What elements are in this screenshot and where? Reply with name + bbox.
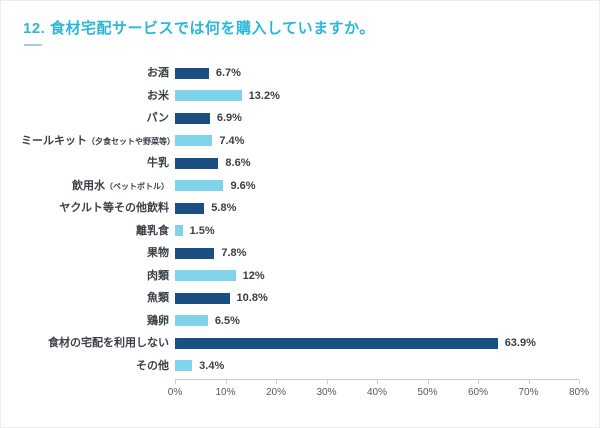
bar-track: 63.9% (175, 332, 579, 355)
bar (175, 247, 215, 259)
tick-mark (377, 380, 378, 384)
category-label: ヤクルト等その他飲料 (59, 202, 169, 215)
bar (175, 337, 498, 349)
value-label: 12% (242, 269, 265, 282)
value-label: 3.4% (199, 359, 225, 372)
category-label: ミールキット（夕食セットや野菜等） (21, 134, 175, 147)
bar-track: 7.4% (175, 130, 579, 153)
bar-row: 牛乳 8.6% (21, 152, 579, 175)
x-axis-container: 0% 10% 20% 30% 40% 50% 60% 70% 80% (21, 379, 589, 402)
bar-row: 飲用水（ペットボトル） 9.6% (21, 175, 579, 198)
bar (175, 90, 242, 102)
axis-spacer (21, 379, 175, 402)
value-label: 6.9% (216, 112, 242, 125)
bar-row: ミールキット（夕食セットや野菜等） 7.4% (21, 130, 579, 153)
chart-title: 12. 食材宅配サービスでは何を購入していますか。 (23, 20, 375, 37)
category-label: 食材の宅配を利用しない (48, 337, 169, 350)
bar-track: 9.6% (175, 175, 579, 198)
bar-row: その他 3.4% (21, 355, 579, 378)
bar-track: 3.4% (175, 355, 579, 378)
category-label: 牛乳 (147, 157, 169, 170)
bar (175, 157, 219, 169)
bar-row: 離乳食 1.5% (21, 220, 579, 243)
bar (175, 67, 209, 79)
bar (175, 225, 183, 237)
value-label: 7.4% (219, 134, 245, 147)
tick-mark (528, 380, 530, 384)
x-axis: 0% 10% 20% 30% 40% 50% 60% 70% 80% (168, 379, 589, 402)
tick-label: 70% (518, 387, 539, 398)
bar-row: 肉類 12% (21, 265, 579, 288)
bar-row: 鶏卵 6.5% (21, 310, 579, 333)
bar (175, 292, 230, 304)
category-label: 離乳食 (136, 224, 169, 237)
category-label: パン (146, 112, 169, 125)
category-label: その他 (136, 359, 169, 372)
bar (175, 315, 208, 327)
tick-mark (175, 380, 176, 384)
category-label: 鶏卵 (147, 314, 169, 327)
bar-track: 13.2% (175, 85, 579, 108)
tick-mark (276, 380, 277, 384)
tick-mark (427, 380, 429, 384)
tick-label: 30% (316, 387, 337, 398)
tick-mark (326, 380, 328, 384)
bar-track: 5.8% (175, 197, 579, 220)
bar (175, 135, 213, 147)
bar-track: 12% (175, 265, 579, 288)
category-label: 果物 (147, 247, 169, 260)
bar (175, 180, 224, 192)
tick-label: 80% (568, 387, 590, 398)
value-label: 5.8% (211, 202, 237, 215)
value-label: 6.7% (215, 67, 241, 80)
value-label: 8.6% (225, 157, 251, 170)
tick-label: 20% (265, 387, 287, 398)
bar-row: パン 6.9% (21, 107, 579, 130)
tick-mark (579, 380, 580, 384)
category-label: お酒 (147, 67, 169, 80)
category-label: 肉類 (147, 269, 169, 282)
category-label: 飲用水（ペットボトル） (72, 179, 169, 192)
bar (175, 112, 210, 124)
category-label: お米 (147, 89, 169, 102)
bar-track: 6.9% (175, 107, 579, 130)
bar (175, 270, 236, 282)
bar-track: 6.7% (175, 62, 579, 85)
category-sublabel: （夕食セットや野菜等） (87, 136, 175, 146)
value-label: 9.6% (230, 179, 256, 192)
tick-label: 10% (215, 387, 236, 398)
bar (175, 360, 193, 372)
bar-row: お米 13.2% (21, 85, 579, 108)
title-underline-dash (24, 44, 42, 46)
tick-label: 0% (167, 387, 183, 398)
value-label: 13.2% (248, 89, 280, 102)
value-label: 6.5% (214, 314, 240, 327)
category-sublabel: （ペットボトル） (105, 181, 169, 191)
bar-row: 果物 7.8% (21, 242, 579, 265)
bar-row: ヤクルト等その他飲料 5.8% (21, 197, 579, 220)
bar-row: お酒 6.7% (21, 62, 579, 85)
tick-label: 50% (417, 387, 438, 398)
value-label: 63.9% (504, 337, 536, 350)
bar-chart: お酒 6.7% お米 13.2% パン 6.9% ミールキット（夕食セットや野菜等） 7.4%… (21, 62, 579, 377)
bar-track: 8.6% (175, 152, 579, 175)
category-label: 魚類 (147, 292, 169, 305)
tick-label: 40% (366, 387, 388, 398)
bar-track: 1.5% (175, 220, 579, 243)
bar-row: 食材の宅配を利用しない 63.9% (21, 332, 579, 355)
bar-track: 7.8% (175, 242, 579, 265)
value-label: 7.8% (221, 247, 247, 260)
value-label: 10.8% (236, 292, 268, 305)
bar-track: 6.5% (175, 310, 579, 333)
bar-row: 魚類 10.8% (21, 287, 579, 310)
bar-track: 10.8% (175, 287, 579, 310)
tick-mark (478, 380, 479, 384)
tick-mark (225, 380, 227, 384)
tick-label: 60% (467, 387, 489, 398)
value-label: 1.5% (189, 224, 215, 237)
bar (175, 202, 205, 214)
